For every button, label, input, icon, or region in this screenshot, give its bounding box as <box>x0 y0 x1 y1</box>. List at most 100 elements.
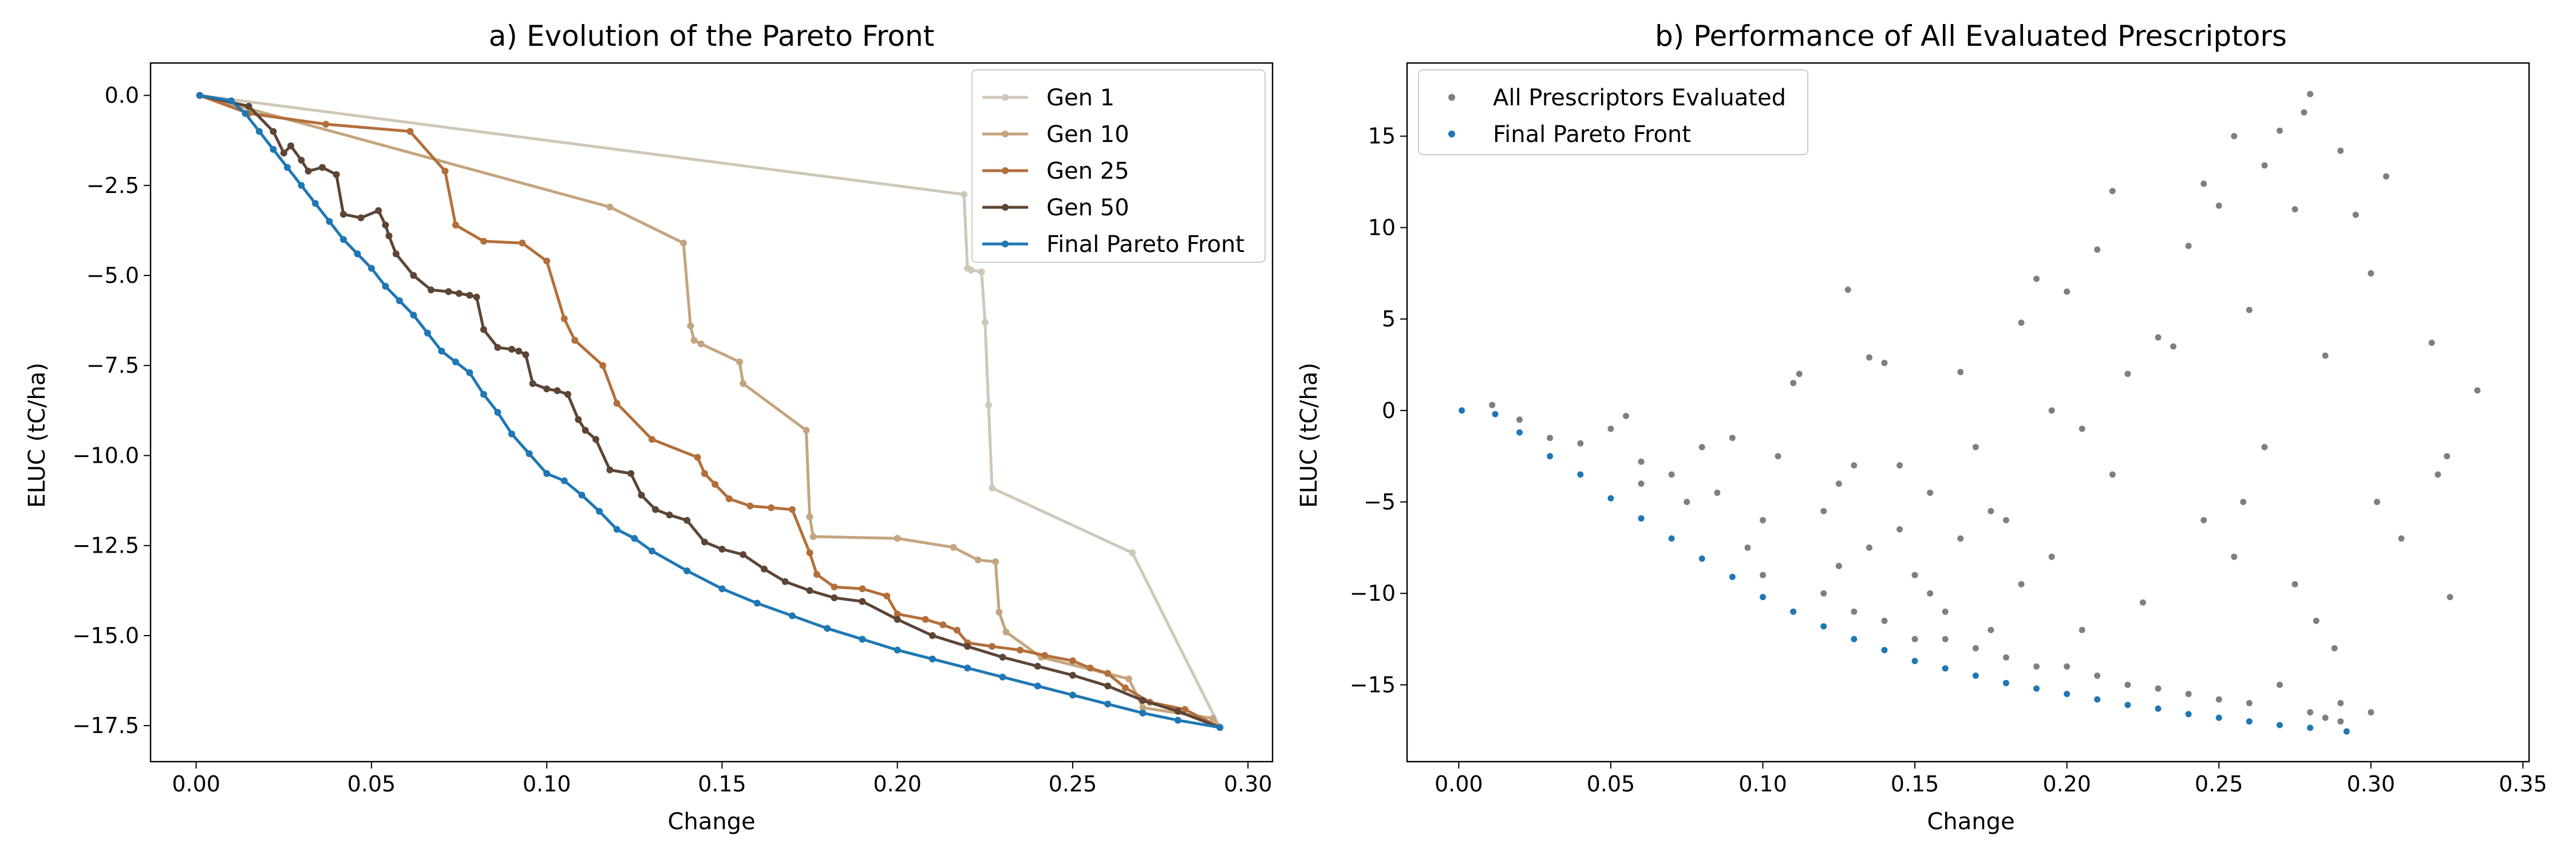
panel-b-scatter-point <box>1897 526 1903 533</box>
panel-b-scatter-point <box>2383 173 2389 180</box>
panel-a-data-point <box>333 171 340 178</box>
panel-a-data-point <box>480 326 487 333</box>
panel-a-data-point <box>196 92 203 99</box>
panel-b-scatter-point <box>1744 544 1751 551</box>
panel-b-scatter-point <box>2048 407 2055 414</box>
panel-a-data-point <box>441 167 449 175</box>
panel-a-data-point <box>1086 664 1094 672</box>
panel-a-y-tick-label: −15.0 <box>73 623 139 648</box>
panel-b-scatter-point <box>1835 480 1842 487</box>
panel-b-scatter-point <box>2313 617 2320 624</box>
panel-a-y-tick-label: −5.0 <box>86 263 139 288</box>
panel-a-data-point <box>806 549 813 557</box>
panel-a-data-point <box>578 491 586 499</box>
panel-b-scatter-point <box>2048 553 2055 560</box>
panel-b-scatter-point <box>2307 709 2314 716</box>
panel-b-scatter-point <box>1547 453 1554 460</box>
panel-b-scatter-point <box>1911 657 1918 664</box>
panel-b-scatter-point <box>1844 286 1851 293</box>
panel-b-scatter-point <box>1459 407 1465 414</box>
panel-b-scatter-point <box>2231 553 2238 560</box>
panel-a-data-point <box>1121 684 1129 692</box>
panel-a-legend-label: Final Pareto Front <box>1046 231 1244 258</box>
panel-a-x-axis-label: Change <box>667 809 755 835</box>
panel-b-scatter-point <box>2291 206 2298 212</box>
panel-b-scatter-point <box>2474 387 2481 394</box>
panel-a-data-point <box>571 337 579 344</box>
panel-a-data-point <box>494 409 501 416</box>
panel-a-data-point <box>560 315 568 322</box>
panel-b-scatter-point <box>1729 573 1736 580</box>
panel-a-data-point <box>631 535 638 542</box>
panel-a-data-point <box>298 182 305 189</box>
panel-a-data-point <box>961 191 967 198</box>
panel-a-legend-marker <box>1002 131 1009 137</box>
panel-a-data-point <box>999 673 1006 681</box>
panel-a-data-point <box>736 358 743 365</box>
panel-b-x-tick-label: 0.15 <box>1891 771 1939 797</box>
panel-a-data-point <box>466 369 473 376</box>
panel-b-scatter-point <box>2139 599 2146 606</box>
panel-a-data-point <box>894 535 901 542</box>
panel-b-scatter-point <box>1547 435 1554 442</box>
panel-b-series-all-prescriptors-evaluated <box>1489 90 2481 725</box>
panel-a-data-point <box>311 200 319 207</box>
panel-a-data-point <box>1069 657 1076 664</box>
panel-b-scatter-point <box>1698 555 1705 562</box>
panel-b-y-tick-label: 10 <box>1368 215 1396 240</box>
panel-a-data-point <box>592 436 599 443</box>
panel-b-scatter-point <box>2185 242 2192 249</box>
panel-a-data-point <box>788 506 796 513</box>
panel-a-data-point <box>760 565 768 573</box>
panel-a-data-point <box>648 547 655 555</box>
panel-a-data-point <box>894 616 901 623</box>
panel-b-x-tick-label: 0.10 <box>1739 771 1787 797</box>
panel-a-data-point <box>666 511 673 519</box>
panel-a-data-point <box>245 103 252 110</box>
panel-b-scatter-point <box>1796 371 1803 377</box>
panel-b-scatter-point <box>1820 623 1827 630</box>
panel-a-pareto-evolution: a) Evolution of the Pareto Front Change … <box>24 19 1274 835</box>
panel-a-data-point <box>989 643 995 650</box>
panel-b-scatter-point <box>2301 109 2308 116</box>
panel-b-scatter-point <box>2185 711 2192 718</box>
panel-a-data-point <box>508 345 515 353</box>
panel-b-scatter-point <box>1820 508 1827 514</box>
panel-a-data-point <box>1069 672 1076 679</box>
panel-a-data-point <box>227 97 235 104</box>
panel-a-data-point <box>1017 647 1024 654</box>
panel-a-data-point <box>1034 682 1041 689</box>
panel-b-scatter-point <box>1668 471 1675 478</box>
panel-b-scatter-point <box>2276 722 2283 728</box>
panel-a-legend-marker <box>1002 204 1009 211</box>
panel-b-scatter-point <box>1790 380 1797 387</box>
panel-a-data-point <box>1174 708 1182 715</box>
panel-a-data-point <box>382 282 389 290</box>
panel-a-legend-entry-gen-25: Gen 25 <box>982 158 1129 184</box>
panel-a-data-point <box>599 362 607 369</box>
panel-b-scatter-point <box>2261 162 2268 169</box>
panel-a-data-point <box>354 250 361 258</box>
panel-a-plot-area: 0.00 0.05 0.10 0.15 0.20 0.25 0.30 0.0 −2.5 −5.0 −… <box>73 83 1273 797</box>
panel-a-data-point <box>613 400 621 407</box>
panel-b-scatter-point <box>2447 594 2453 601</box>
panel-a-data-point <box>543 257 551 265</box>
panel-b-scatter-point <box>1820 590 1827 597</box>
panel-a-title: a) Evolution of the Pareto Front <box>489 19 934 53</box>
panel-a-y-tick-label: −17.5 <box>73 713 139 738</box>
panel-a-data-point <box>929 655 936 663</box>
panel-b-y-axis-label: ELUC (tC/ha) <box>1296 362 1322 508</box>
panel-a-data-point <box>1181 706 1188 713</box>
panel-a-data-point <box>995 609 1003 616</box>
panel-a-data-point <box>375 207 382 214</box>
panel-a-data-point <box>1002 628 1010 636</box>
panel-b-scatter-point <box>1607 425 1614 432</box>
panel-a-data-point <box>964 643 971 650</box>
panel-b-scatter-point <box>2368 270 2374 277</box>
panel-b-x-tick-label: 0.25 <box>2195 771 2243 797</box>
panel-b-scatter-point <box>1607 495 1614 502</box>
panel-a-data-point <box>652 506 659 513</box>
panel-a-data-point <box>859 598 866 605</box>
panel-a-data-point <box>305 167 312 175</box>
